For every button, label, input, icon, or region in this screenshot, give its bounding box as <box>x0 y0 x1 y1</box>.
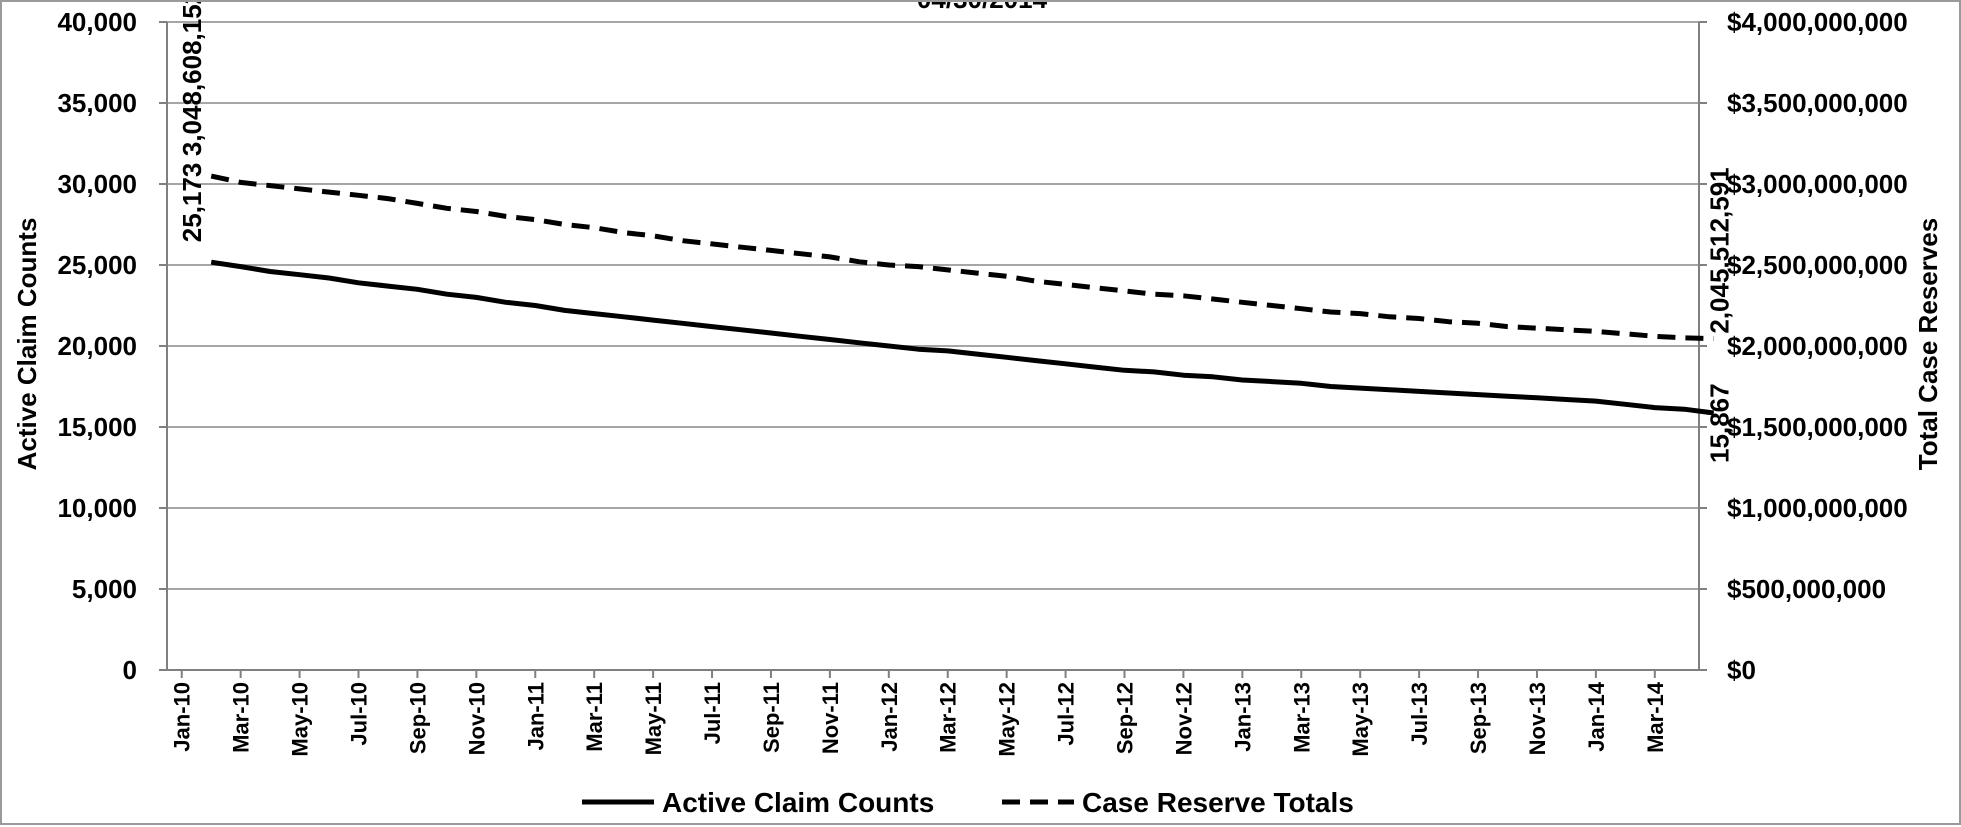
series-line-active-claim-counts <box>210 259 1715 416</box>
y2-tick-label: $2,500,000,000 <box>1727 250 1908 280</box>
x-tick-label: Sep-11 <box>759 682 784 753</box>
chart-title: 04/30/2014 <box>917 2 1048 14</box>
y-axis-title: Active Claim Counts <box>12 218 42 471</box>
gridlines <box>167 21 1699 590</box>
x-tick-label: Sep-12 <box>1113 682 1138 754</box>
x-tick-label: Nov-11 <box>818 682 843 754</box>
y-tick-label: 15,000 <box>57 412 137 442</box>
y2-tick-label: $500,000,000 <box>1727 574 1886 604</box>
right-y-axis-ticks: $0 $500,000,000 $1,000,000,000 $1,500,000,0… <box>1699 7 1908 685</box>
series-lines <box>210 173 1715 416</box>
y2-tick-label: $3,500,000,000 <box>1727 88 1908 118</box>
series-line-case-reserve-totals <box>210 173 1714 342</box>
x-axis-ticks: Jan-10 Mar-10 May-10 Jul-10 Sep-10 Nov-10 Jan-… <box>170 670 1668 757</box>
x-tick-label: Jan-12 <box>877 682 902 752</box>
x-tick-label: May-10 <box>288 682 313 757</box>
y-tick-label: 25,000 <box>57 250 137 280</box>
x-tick-label: Jul-13 <box>1407 682 1432 746</box>
y2-tick-label: $0 <box>1727 655 1756 685</box>
x-tick-label: Sep-10 <box>405 682 430 754</box>
x-tick-label: Mar-13 <box>1289 682 1314 753</box>
y-tick-label: 40,000 <box>57 7 137 37</box>
x-tick-label: Jan-13 <box>1230 682 1255 752</box>
y-tick-label: 10,000 <box>57 493 137 523</box>
x-tick-label: Nov-10 <box>464 682 489 755</box>
x-tick-label: Mar-10 <box>229 682 254 753</box>
data-label: 2,045,512,591 <box>1705 167 1735 333</box>
y-tick-label: 5,000 <box>72 574 137 604</box>
y-tick-label: 35,000 <box>57 88 137 118</box>
x-tick-label: Nov-13 <box>1525 682 1550 755</box>
x-tick-label: Jan-11 <box>523 682 548 751</box>
legend-label: Active Claim Counts <box>662 787 934 818</box>
data-label: 3,048,608,152 <box>177 2 207 156</box>
x-tick-label: Mar-12 <box>936 682 961 753</box>
x-tick-label: Jul-12 <box>1054 682 1079 746</box>
legend: Active Claim Counts Case Reserve Totals <box>582 787 1354 818</box>
y2-tick-label: $3,000,000,000 <box>1727 169 1908 199</box>
data-labels: 25,173 15,867 3,048,608,152 2,045,512,591 <box>177 2 1735 463</box>
x-tick-label: Jan-14 <box>1584 681 1609 751</box>
y2-axis-title: Total Case Reserves <box>1913 218 1943 470</box>
x-tick-label: May-12 <box>995 682 1020 757</box>
legend-label: Case Reserve Totals <box>1082 787 1354 818</box>
y-tick-label: 20,000 <box>57 331 137 361</box>
y-tick-label: 30,000 <box>57 169 137 199</box>
x-tick-label: Jul-10 <box>347 682 372 746</box>
x-tick-label: Sep-13 <box>1466 682 1491 754</box>
x-tick-label: Nov-12 <box>1171 682 1196 755</box>
x-tick-label: May-11 <box>641 682 666 755</box>
y2-tick-label: $2,000,000,000 <box>1727 331 1908 361</box>
x-tick-label: Mar-14 <box>1643 681 1668 753</box>
y-tick-label: 0 <box>123 655 137 685</box>
y2-tick-label: $1,500,000,000 <box>1727 412 1908 442</box>
y2-tick-label: $1,000,000,000 <box>1727 493 1908 523</box>
y2-tick-label: $4,000,000,000 <box>1727 7 1908 37</box>
data-label: 15,867 <box>1705 383 1735 463</box>
left-y-axis-ticks: 0 5,000 10,000 15,000 20,000 25,000 30,000 35,0… <box>57 7 167 685</box>
x-tick-label: Mar-11 <box>582 682 607 752</box>
x-tick-label: May-13 <box>1348 682 1373 757</box>
data-label: 25,173 <box>177 163 207 243</box>
x-tick-label: Jul-11 <box>700 682 725 744</box>
x-tick-label: Jan-10 <box>170 682 195 752</box>
